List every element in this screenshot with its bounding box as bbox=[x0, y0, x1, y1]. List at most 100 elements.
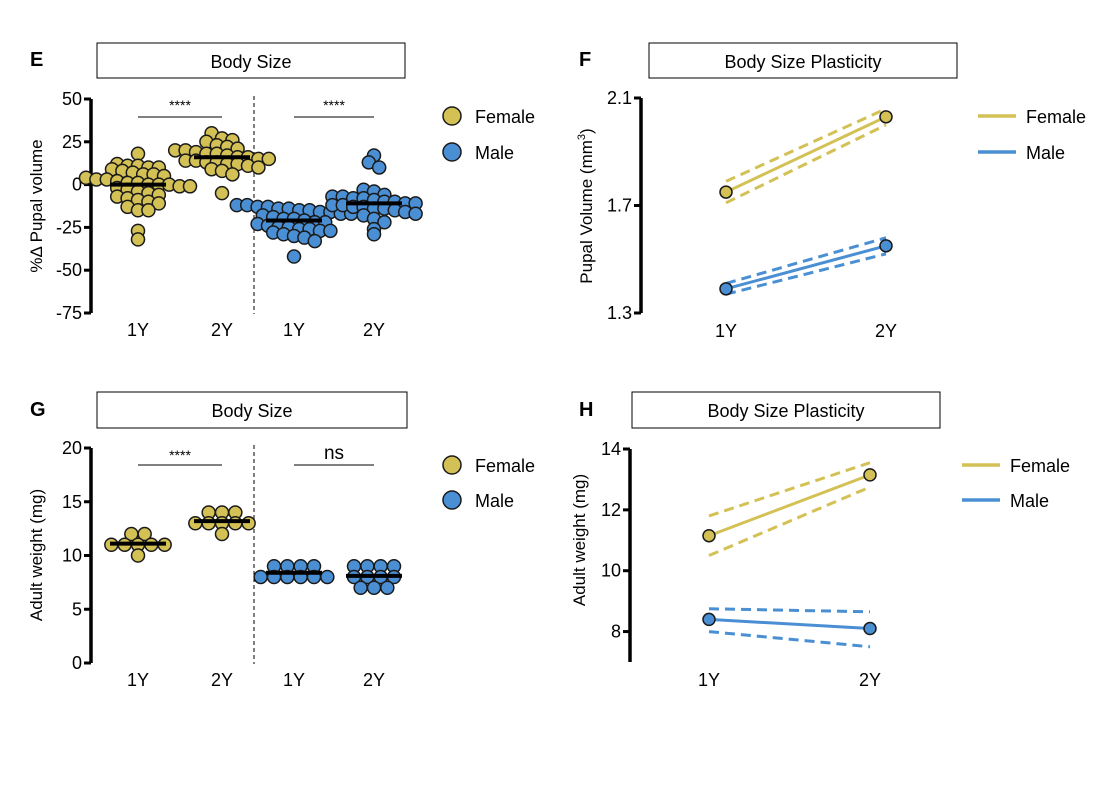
ci-lower-line bbox=[708, 630, 871, 649]
y-axis-label: Adult weight (mg) bbox=[27, 489, 46, 621]
legend-label: Female bbox=[1026, 107, 1086, 127]
panel-letter: E bbox=[30, 49, 43, 71]
series-line bbox=[708, 473, 871, 538]
y-axis-label: Adult weight (mg) bbox=[570, 474, 589, 606]
ci-lower-line bbox=[708, 485, 871, 557]
legend-marker bbox=[442, 490, 462, 510]
y-tick-label: 0 bbox=[72, 653, 82, 673]
data-point bbox=[251, 160, 266, 175]
y-tick-label: 0 bbox=[72, 175, 82, 195]
data-point bbox=[130, 146, 146, 162]
x-tick-label: 1Y bbox=[283, 670, 305, 690]
data-point bbox=[879, 110, 893, 124]
y-tick-label: 25 bbox=[62, 132, 82, 152]
series-line bbox=[725, 244, 887, 291]
data-point bbox=[320, 569, 335, 585]
y-tick-label: -25 bbox=[56, 217, 82, 237]
data-point bbox=[130, 232, 146, 247]
x-tick-label: 2Y bbox=[363, 320, 385, 340]
data-point bbox=[214, 185, 230, 201]
data-point bbox=[377, 215, 392, 230]
panel-letter: H bbox=[579, 399, 593, 421]
significance-label: ns bbox=[324, 443, 344, 464]
data-point bbox=[182, 179, 198, 194]
y-axis-label-text: ) bbox=[577, 128, 596, 134]
y-tick-label: 10 bbox=[601, 561, 621, 581]
panel-g: G Body Size 20 15 10 5 0 Adult weight (mg) 1Y 2… bbox=[27, 391, 535, 690]
y-axis-label-superscript: 3 bbox=[576, 134, 588, 140]
plot-area: 50 25 0 -25 -50 -75 %Δ Pupal volume 1Y 2Y 1Y 2Y ***… bbox=[27, 89, 535, 340]
data-point bbox=[214, 526, 230, 542]
data-point bbox=[151, 196, 167, 211]
data-point bbox=[225, 167, 240, 182]
title-box bbox=[648, 42, 958, 79]
x-tick-label: 2Y bbox=[211, 670, 233, 690]
panel-e: E Body Size 50 25 0 -25 -50 -75 %Δ Pupal volum… bbox=[27, 42, 535, 340]
ci-upper-line bbox=[725, 107, 887, 183]
x-tick-label: 1Y bbox=[127, 670, 149, 690]
data-point bbox=[353, 580, 368, 595]
y-tick-label: 15 bbox=[62, 492, 82, 512]
y-tick-label: 12 bbox=[601, 500, 621, 520]
series-line bbox=[708, 617, 871, 631]
panel-letter: F bbox=[579, 49, 591, 71]
x-tick-label: 1Y bbox=[283, 320, 305, 340]
y-tick-label: 20 bbox=[62, 438, 82, 458]
data-point bbox=[702, 612, 716, 627]
data-point bbox=[719, 185, 733, 199]
data-point bbox=[366, 580, 382, 595]
x-tick-label: 1Y bbox=[715, 321, 737, 341]
x-tick-label: 2Y bbox=[211, 320, 233, 340]
ci-lower-line bbox=[725, 123, 887, 205]
ci-upper-line bbox=[708, 461, 871, 518]
y-tick-label: 10 bbox=[62, 546, 82, 566]
legend-marker bbox=[442, 455, 462, 475]
panel-letter: G bbox=[30, 399, 46, 421]
title-box bbox=[96, 391, 408, 429]
data-point bbox=[261, 151, 277, 167]
data-point bbox=[188, 516, 203, 531]
y-tick-label: 1.3 bbox=[607, 303, 632, 323]
data-point bbox=[702, 528, 716, 543]
chart-title: Body Size bbox=[211, 401, 292, 421]
plot-area: 14 12 10 8 Adult weight (mg) 1Y 2Y Female Male bbox=[570, 439, 1070, 690]
title-box bbox=[96, 42, 406, 79]
data-point bbox=[201, 516, 216, 531]
chart-title: Body Size Plasticity bbox=[707, 401, 864, 421]
data-point bbox=[130, 548, 146, 563]
significance-label: **** bbox=[323, 97, 345, 113]
y-axis-label: %Δ Pupal volume bbox=[27, 139, 46, 272]
panel-h: H Body Size Plasticity 14 12 10 8 Adult weig… bbox=[570, 391, 1070, 690]
y-axis-label: Pupal Volume (mm3) bbox=[576, 128, 596, 283]
ci-lower-line bbox=[725, 252, 887, 296]
data-point bbox=[408, 206, 423, 221]
significance-label: **** bbox=[169, 447, 191, 463]
legend-label: Male bbox=[1026, 143, 1065, 163]
data-point bbox=[286, 249, 302, 264]
y-axis-label-text: Pupal Volume (mm bbox=[577, 140, 596, 284]
ci-upper-line bbox=[725, 236, 887, 285]
legend-label: Female bbox=[1010, 456, 1070, 476]
chart-title: Body Size Plasticity bbox=[724, 52, 881, 72]
x-tick-label: 1Y bbox=[698, 670, 720, 690]
legend-label: Male bbox=[475, 491, 514, 511]
panel-f: F Body Size Plasticity 2.1 1.7 1.3 Pupal Vo… bbox=[576, 42, 1086, 341]
data-point bbox=[253, 569, 268, 585]
series-line bbox=[725, 115, 887, 194]
data-point bbox=[380, 580, 395, 595]
plot-area: 20 15 10 5 0 Adult weight (mg) 1Y 2Y 1Y 2Y **** ns F… bbox=[27, 438, 535, 690]
legend-label: Female bbox=[475, 107, 535, 127]
legend-label: Male bbox=[475, 143, 514, 163]
plot-area: 2.1 1.7 1.3 Pupal Volume (mm3) 1Y 2Y Female Mal… bbox=[576, 88, 1086, 341]
data-point bbox=[863, 468, 877, 482]
y-tick-label: 1.7 bbox=[607, 196, 632, 216]
y-tick-label: -75 bbox=[56, 303, 82, 323]
x-tick-label: 2Y bbox=[875, 321, 897, 341]
x-tick-label: 2Y bbox=[363, 670, 385, 690]
data-point bbox=[137, 526, 152, 542]
y-tick-label: 5 bbox=[72, 599, 82, 619]
data-point bbox=[228, 516, 243, 531]
data-point bbox=[366, 226, 382, 242]
x-tick-label: 2Y bbox=[859, 670, 881, 690]
